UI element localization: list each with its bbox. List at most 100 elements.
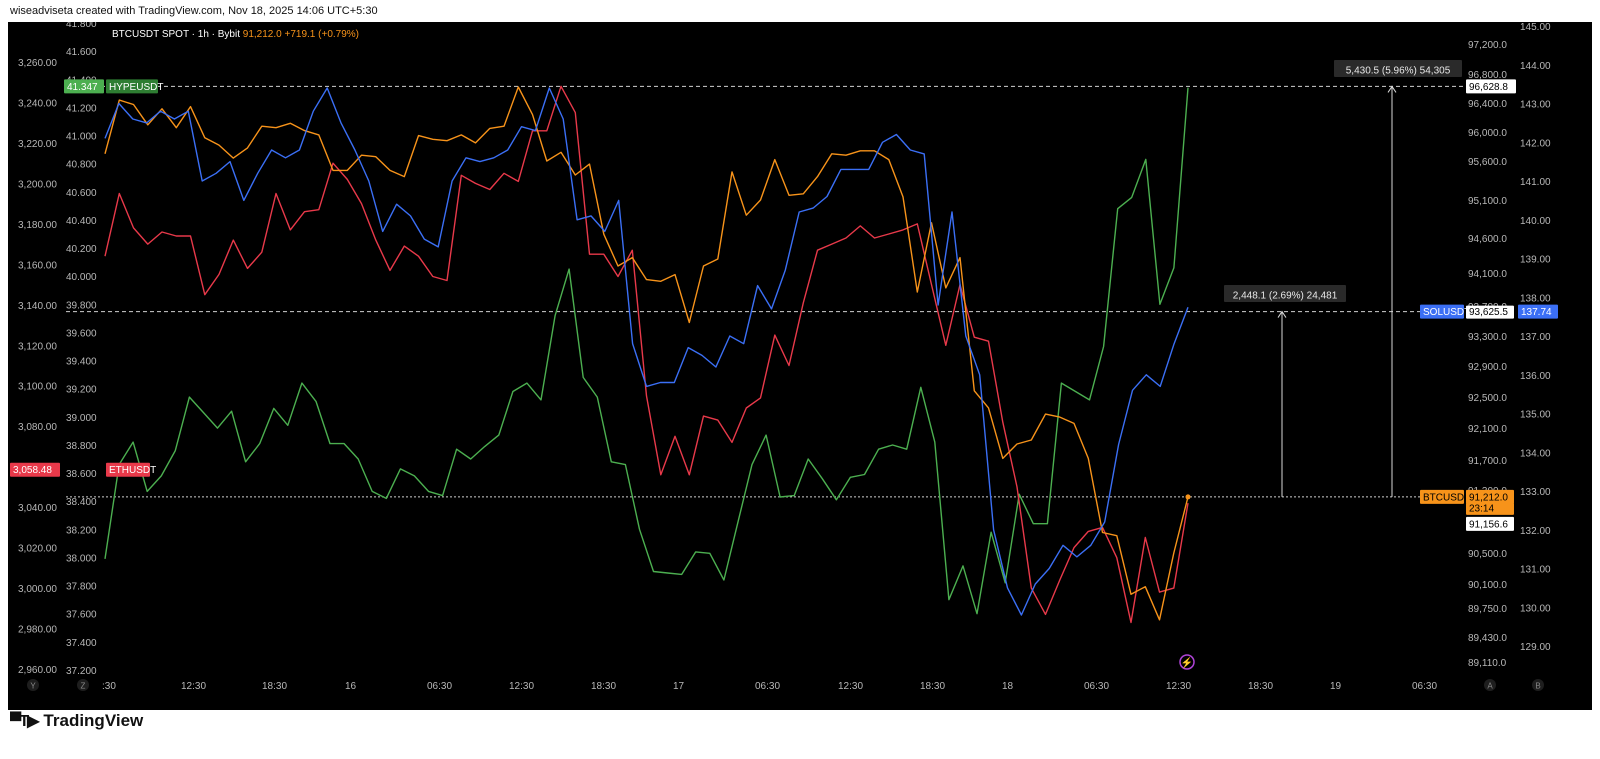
sol-axis-tick: 141.00 [1520, 177, 1551, 188]
sol-btc-level-badge: 93,625.5 [1469, 307, 1508, 318]
x-axis-tick: 18:30 [262, 681, 287, 692]
measure-arrow-lower-head [1277, 310, 1287, 318]
sol-axis-tick: 136.00 [1520, 371, 1551, 382]
hype-axis-tick: 37.800 [66, 582, 97, 593]
eth-axis-tick: 3,020.00 [18, 544, 57, 555]
eth-axis-tick: 3,140.00 [18, 301, 57, 312]
eth-axis-tick: 3,080.00 [18, 422, 57, 433]
eth-axis-tick: 2,960.00 [18, 665, 57, 676]
x-axis-tick: 12:30 [1166, 681, 1191, 692]
sol-axis-tick: 144.00 [1520, 61, 1551, 72]
x-axis-tick: 17 [673, 681, 685, 692]
sol-axis-tick: 135.00 [1520, 410, 1551, 421]
sol-axis-tick: 142.00 [1520, 138, 1551, 149]
axis-auto-toggle: A [1487, 682, 1493, 691]
btc-axis-tick: 95,600.0 [1468, 157, 1507, 168]
eth-axis-tick: 3,120.00 [18, 341, 57, 352]
eth-axis-tick: 3,160.00 [18, 260, 57, 271]
x-axis-tick: 18 [1002, 681, 1014, 692]
series-line-ethusdt [104, 85, 1189, 624]
hype-axis-tick: 39.600 [66, 328, 97, 339]
axis-y-toggle: Y [30, 682, 36, 691]
legend-change: +719.1 (+0.79%) [284, 29, 360, 40]
sol-axis-tick: 130.00 [1520, 603, 1551, 614]
chart-legend: BTCUSDT SPOT · 1h · Bybit 91,212.0 +719.… [112, 29, 359, 40]
x-axis-tick: 18:30 [1248, 681, 1273, 692]
hype-symbol-badge: HYPEUSDT [109, 82, 163, 93]
axis-y-toggle-icon [27, 679, 39, 691]
eth-symbol-badge-bg [106, 462, 150, 477]
series-line-solusdt [104, 87, 1189, 616]
top-level-badge: 96,628.8 [1469, 82, 1508, 93]
measure-label-upper: 5,430.5 (5.96%) 54,305 [1346, 66, 1451, 77]
hype-axis-tick: 38.200 [66, 525, 97, 536]
hype-price-badge: 41.347 [67, 82, 98, 93]
sol-symbol-badge: SOLUSDT [1423, 307, 1470, 318]
hype-axis-tick: 39.400 [66, 357, 97, 368]
hype-axis-tick: 41.200 [66, 103, 97, 114]
eth-price-badge-bg [10, 462, 60, 477]
measure-label-lower: 2,448.1 (2.69%) 24,481 [1233, 291, 1338, 302]
hype-axis-tick: 39.800 [66, 300, 97, 311]
measure-label-upper-bg [1334, 60, 1462, 77]
chart-canvas[interactable]: 3,260.00 3,240.00 3,220.00 3,200.00 3,180.00… [8, 19, 1592, 710]
hype-axis-tick: 41.000 [66, 132, 97, 143]
eth-price-badge: 3,058.48 [13, 465, 52, 476]
eth-axis-tick: 3,240.00 [18, 98, 57, 109]
sol-price-badge-bg [1518, 304, 1558, 319]
sol-axis-tick: 132.00 [1520, 526, 1551, 537]
btc-countdown-badge: 23:14 [1469, 503, 1494, 514]
legend-symbol: BTCUSDT SPOT · 1h · Bybit [112, 29, 240, 40]
hype-axis-tick: 37.200 [66, 666, 97, 677]
btc-axis-tick: 92,900.0 [1468, 362, 1507, 373]
x-axis-tick: :30 [102, 681, 116, 692]
x-axis-tick: 12:30 [509, 681, 534, 692]
legend-price: 91,212.0 [242, 29, 282, 40]
measure-label-lower-bg [1224, 285, 1346, 302]
sol-axis-tick: 129.00 [1520, 642, 1551, 653]
btc-axis-tick: 90,100.0 [1468, 580, 1507, 591]
hype-axis-tick: 38.400 [66, 497, 97, 508]
lightning-glyph: ⚡ [1181, 656, 1193, 669]
x-axis-tick: 18:30 [920, 681, 945, 692]
sol-price-badge: 137.74 [1521, 307, 1552, 318]
sol-axis-tick: 138.00 [1520, 293, 1551, 304]
axis-z-toggle-icon [77, 679, 89, 691]
sol-axis-tick: 131.00 [1520, 565, 1551, 576]
axis-auto-toggle-icon [1484, 679, 1496, 691]
price-chart[interactable]: 3,260.00 3,240.00 3,220.00 3,200.00 3,180.00… [8, 19, 1592, 710]
eth-axis-tick: 3,220.00 [18, 139, 57, 150]
btc-axis-tick: 89,750.0 [1468, 604, 1507, 615]
tradingview-logo-icon: ▀T▶ [10, 713, 39, 730]
x-axis-tick: 12:30 [838, 681, 863, 692]
btc-last-point [1185, 494, 1191, 500]
btc-symbol-badge: BTCUSDT [1423, 492, 1470, 503]
hype-axis-tick: 40.600 [66, 188, 97, 199]
lightning-icon [1179, 654, 1195, 670]
axis-z-toggle: Z [81, 682, 86, 691]
sol-symbol-badge-bg [1420, 304, 1464, 319]
hype-symbol-badge-bg [106, 79, 158, 94]
btc-axis-tick: 96,400.0 [1468, 99, 1507, 110]
btc-axis-tick: 91,700.0 [1468, 456, 1507, 467]
btc-axis-tick: 94,600.0 [1468, 234, 1507, 245]
btc-axis-tick: 94,100.0 [1468, 269, 1507, 280]
series-line-hypeusdt [104, 87, 1189, 615]
x-axis-tick: 06:30 [755, 681, 780, 692]
btc-axis-tick: 89,430.0 [1468, 633, 1507, 644]
btc-axis-tick: 92,100.0 [1468, 424, 1507, 435]
hype-axis-tick: 40.400 [66, 216, 97, 227]
x-axis-tick: 06:30 [1084, 681, 1109, 692]
btc-symbol-badge-bg [1420, 489, 1464, 504]
x-axis-tick: 06:30 [427, 681, 452, 692]
btc-axis-tick: 96,000.0 [1468, 128, 1507, 139]
hype-axis-tick: 40.000 [66, 272, 97, 283]
sol-axis-tick: 145.00 [1520, 22, 1551, 33]
btc-price-badge: 91,212.0 [1469, 492, 1508, 503]
sol-btc-level-badge-bg [1466, 305, 1514, 319]
sol-axis-tick: 133.00 [1520, 487, 1551, 498]
btc-price-badge-bg [1466, 489, 1514, 504]
x-axis-tick: 18:30 [591, 681, 616, 692]
tradingview-logo[interactable]: ▀T▶ TradingView [10, 711, 143, 731]
tradingview-brand: TradingView [43, 711, 144, 730]
